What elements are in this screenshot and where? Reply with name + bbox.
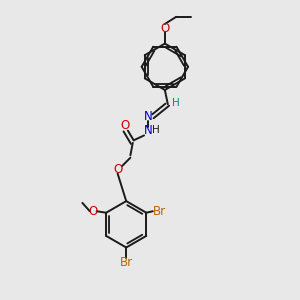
Text: O: O: [121, 119, 130, 132]
Text: H: H: [152, 125, 160, 135]
Text: O: O: [160, 22, 170, 34]
Text: H: H: [172, 98, 180, 108]
Text: Br: Br: [153, 205, 166, 218]
Text: Br: Br: [120, 256, 133, 269]
Text: N: N: [144, 124, 153, 137]
Text: O: O: [88, 205, 98, 218]
Text: N: N: [144, 110, 153, 123]
Text: O: O: [113, 163, 122, 176]
